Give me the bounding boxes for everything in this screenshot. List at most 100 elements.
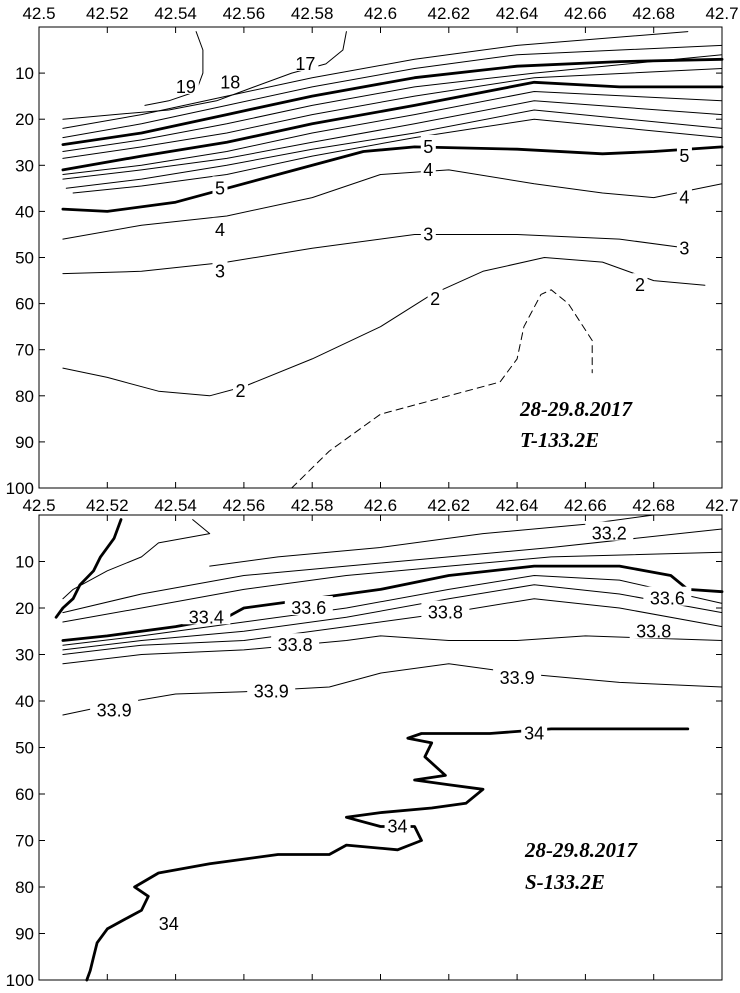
isoline-15: [62, 44, 723, 139]
x-tick-label: 42.64: [496, 4, 539, 23]
x-tick-label: 42.7: [705, 4, 738, 23]
salinity-section-annotation: S-133.2E: [525, 870, 605, 894]
isoline-11: [61, 80, 724, 172]
isoline-33: [54, 518, 123, 619]
x-tick-label: 42.52: [86, 4, 129, 23]
isoline-17: [62, 31, 347, 120]
contour-label: 17: [295, 54, 315, 74]
y-tick-label: 80: [15, 387, 34, 406]
contour-label: 18: [220, 72, 240, 92]
x-tick-label: 42.62: [428, 4, 471, 23]
contour-label-halo: [427, 286, 443, 306]
y-tick-label: 60: [15, 785, 34, 804]
x-tick-label: 42.5: [22, 4, 55, 23]
x-tick-label: 42.58: [291, 496, 334, 515]
isoline-8: [65, 109, 723, 189]
contour-label-halo: [232, 379, 248, 399]
contour-label-halo: [90, 698, 139, 718]
contour-label-halo: [521, 721, 548, 741]
contour-label-halo: [182, 605, 231, 625]
contour-label-halo: [271, 633, 320, 653]
contour-label: 3: [215, 261, 225, 281]
contour-label: 33.8: [428, 603, 463, 623]
y-tick-label: 100: [6, 479, 34, 498]
salinity-panel: 42.5 42.52 42.54 42.56 42.58 42.6 42.62 42.64 42…: [6, 496, 739, 990]
contour-label: 3: [423, 224, 433, 244]
x-tick-label: 42.66: [564, 4, 607, 23]
contour-label: 19: [176, 77, 196, 97]
contour-label: 33.9: [500, 668, 535, 688]
temperature-isolines: [61, 31, 724, 489]
y-tick-label: 30: [15, 646, 34, 665]
salinity-axes: 42.5 42.52 42.54 42.56 42.58 42.6 42.62 42.64 42…: [6, 496, 739, 990]
x-tick-label: 42.6: [364, 496, 397, 515]
x-tick-label: 42.54: [154, 496, 197, 515]
contour-label: 2: [635, 275, 645, 295]
contour-label-halo: [420, 222, 436, 242]
contour-label: 3: [679, 238, 689, 258]
contour-label: 5: [215, 178, 225, 198]
y-tick-label: 70: [15, 341, 34, 360]
isoline-3: [62, 234, 689, 275]
contour-label: 33.6: [291, 598, 326, 618]
salinity-isolines: [54, 514, 724, 982]
y-tick-label: 80: [15, 878, 34, 897]
x-tick-label: 42.68: [632, 496, 675, 515]
y-tick-label: 10: [15, 553, 34, 572]
y-tick-label: 40: [15, 692, 34, 711]
contour-label: 33.4: [189, 607, 224, 627]
contour-label-halo: [676, 236, 692, 256]
isoline-16: [62, 31, 689, 129]
contour-label-halo: [585, 521, 634, 541]
contour-label: 4: [679, 188, 689, 208]
contour-label: 5: [679, 146, 689, 166]
contour-label-halo: [384, 814, 411, 834]
contour-label-halo: [212, 176, 228, 196]
contour-label: 33.6: [650, 589, 685, 609]
contour-label-halo: [421, 600, 470, 620]
isoline-33-7: [62, 598, 723, 655]
contour-label-halo: [172, 74, 199, 94]
contour-label: 2: [430, 289, 440, 309]
isoline-33-35: [62, 551, 723, 623]
contour-label: 34: [159, 914, 179, 934]
x-tick-label: 42.62: [428, 496, 471, 515]
isoline-34: [85, 727, 690, 982]
contour-label-halo: [493, 665, 542, 685]
contour-label-halo: [629, 619, 678, 639]
isoline-33-3: [62, 528, 723, 614]
contour-label: 2: [235, 381, 245, 401]
isoline-19: [144, 31, 204, 106]
contour-label: 33.8: [278, 635, 313, 655]
y-tick-label: 90: [15, 433, 34, 452]
x-tick-label: 42.56: [223, 4, 266, 23]
x-tick-label: 42.58: [291, 4, 334, 23]
isoline-33-9: [62, 663, 723, 716]
temperature-date-annotation: 28-29.8.2017: [519, 397, 633, 421]
isoline-1-5: [291, 289, 593, 489]
y-tick-label: 70: [15, 832, 34, 851]
y-tick-label: 50: [15, 249, 34, 268]
isoline-5: [61, 145, 724, 213]
y-tick-label: 20: [15, 110, 34, 129]
temperature-section-annotation: T-133.2E: [520, 428, 599, 452]
contour-label-halo: [155, 912, 182, 932]
isoline-33-1: [62, 519, 211, 600]
x-tick-label: 42.6: [364, 4, 397, 23]
y-tick-label: 100: [6, 971, 34, 990]
y-tick-label: 30: [15, 156, 34, 175]
x-tick-label: 42.56: [223, 496, 266, 515]
temperature-axes: 42.5 42.52 42.54 42.56 42.58 42.6 42.62 42.64 42…: [6, 4, 739, 498]
isoline-33-4: [61, 564, 724, 642]
isoline-10: [62, 91, 723, 175]
x-tick-label: 42.7: [705, 496, 738, 515]
isoline-33-6: [62, 584, 723, 651]
contour-label-halo: [212, 217, 228, 237]
x-tick-label: 42.52: [86, 496, 129, 515]
contour-label-halo: [292, 51, 319, 71]
isoline-2: [62, 257, 706, 397]
contour-label-halo: [676, 185, 692, 205]
x-tick-label: 42.66: [564, 496, 607, 515]
y-tick-label: 20: [15, 599, 34, 618]
